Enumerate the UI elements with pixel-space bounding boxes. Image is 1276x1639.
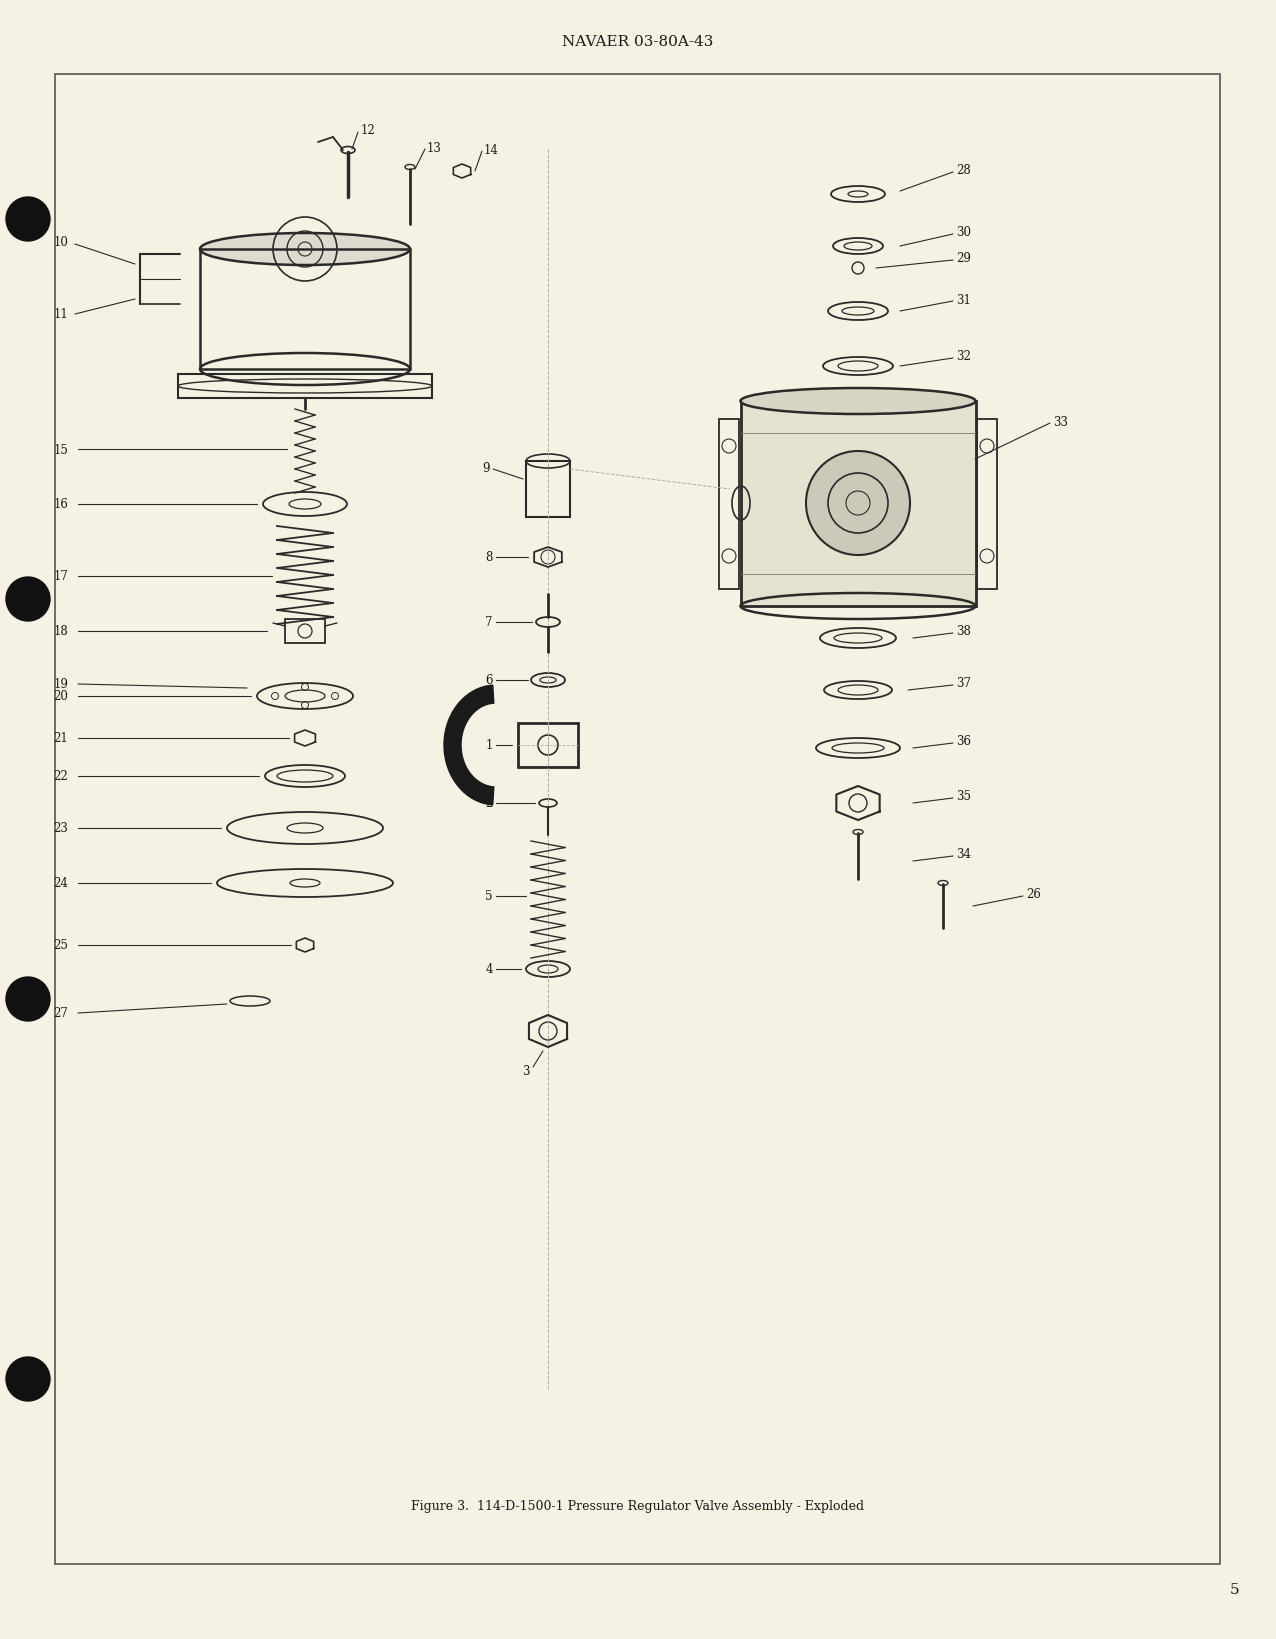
Text: 24: 24 [54,877,68,890]
Circle shape [6,198,50,243]
Circle shape [806,452,910,556]
Circle shape [6,977,50,1021]
Text: 23: 23 [54,823,68,834]
Text: 12: 12 [361,125,375,138]
Ellipse shape [200,234,410,266]
Text: 20: 20 [54,690,68,703]
Text: 22: 22 [54,770,68,783]
Bar [718,420,739,590]
Text: 36: 36 [956,734,971,747]
Text: 5: 5 [485,890,493,903]
Ellipse shape [740,388,975,415]
Text: 28: 28 [956,164,971,177]
Bar [518,723,578,767]
Text: 4: 4 [485,964,493,975]
Circle shape [6,1357,50,1401]
Text: 18: 18 [54,624,68,638]
Text: 14: 14 [484,144,499,156]
Text: 9: 9 [482,461,490,474]
Text: 19: 19 [54,679,68,692]
Text: 25: 25 [54,939,68,952]
Text: 31: 31 [956,293,971,306]
Text: 10: 10 [54,236,68,249]
Text: NAVAER 03-80A-43: NAVAER 03-80A-43 [563,34,713,49]
Text: 3: 3 [522,1065,530,1078]
Text: 21: 21 [54,733,68,746]
Circle shape [6,577,50,621]
Text: 13: 13 [427,141,441,154]
Text: 34: 34 [956,847,971,860]
Bar [977,420,997,590]
Text: 15: 15 [54,443,68,456]
Bar [177,375,433,398]
Text: 38: 38 [956,624,971,638]
Text: 7: 7 [485,616,493,629]
Text: 30: 30 [956,226,971,239]
Text: 27: 27 [54,1006,68,1019]
Bar [526,462,570,518]
Text: 29: 29 [956,252,971,266]
Text: 16: 16 [54,498,68,511]
Text: 5: 5 [1230,1582,1240,1596]
Bar [285,620,325,644]
Text: 11: 11 [54,308,68,321]
Text: 26: 26 [1026,888,1041,901]
Text: Figure 3.  114-D-1500-1 Pressure Regulator Valve Assembly - Exploded: Figure 3. 114-D-1500-1 Pressure Regulato… [411,1500,865,1513]
Text: 6: 6 [485,674,493,687]
Text: 33: 33 [1053,415,1068,428]
Text: 35: 35 [956,790,971,803]
Text: 2: 2 [486,797,493,810]
Text: 32: 32 [956,351,971,364]
Text: 17: 17 [54,570,68,583]
Text: 37: 37 [956,677,971,690]
Bar [200,249,410,370]
Polygon shape [444,685,494,805]
Text: 8: 8 [486,551,493,564]
Text: 1: 1 [486,739,493,752]
Bar [741,402,976,606]
